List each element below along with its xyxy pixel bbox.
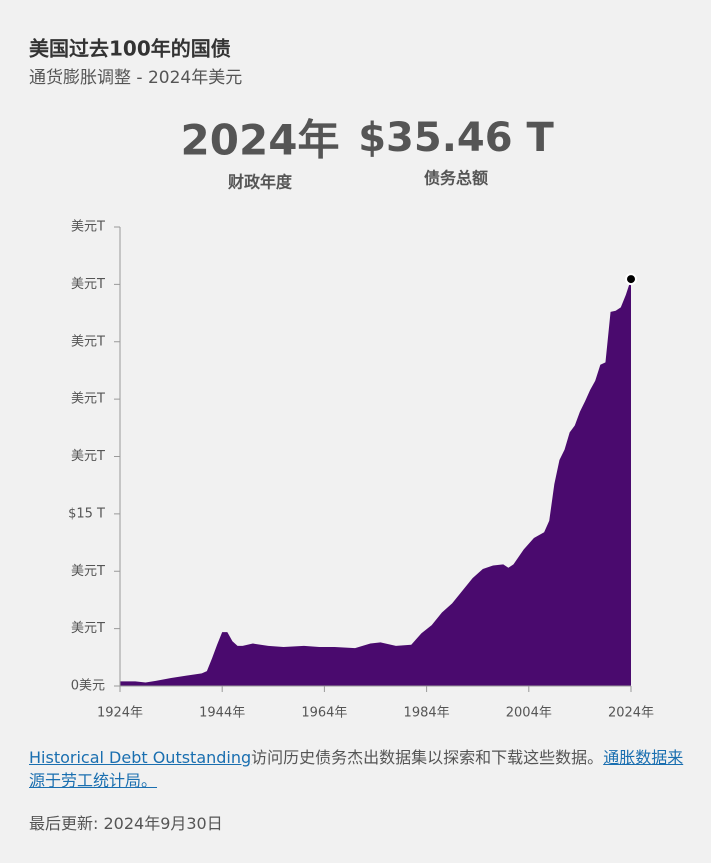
x-tick-label: 1984年 bbox=[404, 706, 450, 721]
y-tick-label: 美元T bbox=[71, 220, 105, 235]
y-tick-label: 美元T bbox=[71, 621, 105, 636]
kpi-label: 债务总额 bbox=[424, 169, 488, 188]
subtitle: 通货膨胀调整 - 2024年美元 bbox=[29, 68, 242, 88]
source-note: Historical Debt Outstanding访问历史债务杰出数据集以探… bbox=[29, 746, 691, 792]
area bbox=[120, 279, 631, 686]
note-text: 访问历史债务杰出数据集以探索和下载这些数据。 bbox=[251, 748, 604, 767]
y-tick-label: 美元T bbox=[71, 564, 105, 579]
chart: 美国过去100年的国债 通货膨胀调整 - 2024年美元 2024年 财政年度 … bbox=[29, 37, 654, 721]
kpi-value: $35.46 T bbox=[358, 115, 554, 161]
x-tick-label: 1964年 bbox=[301, 706, 347, 721]
title: 美国过去100年的国债 bbox=[29, 37, 231, 61]
x-tick-label: 1924年 bbox=[97, 706, 143, 721]
last-updated: 最后更新: 2024年9月30日 bbox=[29, 814, 223, 833]
y-tick-label: 美元T bbox=[71, 334, 105, 349]
kpi-label: 财政年度 bbox=[227, 173, 293, 192]
end-marker bbox=[625, 273, 637, 286]
y-tick-label: 美元T bbox=[71, 392, 105, 407]
kpi-value: 2024年 bbox=[181, 116, 340, 165]
link[interactable]: 通胀数据来源于劳工统计局。 bbox=[29, 748, 684, 790]
y-tick-label: 美元T bbox=[71, 277, 105, 292]
x-tick-label: 2024年 bbox=[608, 706, 654, 721]
x-tick-label: 2004年 bbox=[506, 706, 552, 721]
y-tick-label: 0美元 bbox=[71, 679, 105, 694]
y-tick-label: 美元T bbox=[71, 449, 105, 464]
link[interactable]: Historical Debt Outstanding bbox=[29, 748, 252, 767]
y-tick-label: $15 T bbox=[68, 506, 105, 521]
x-tick-label: 1944年 bbox=[199, 706, 245, 721]
